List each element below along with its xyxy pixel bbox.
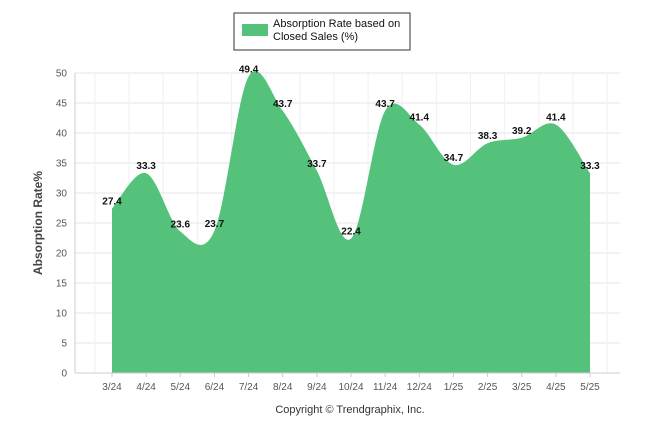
x-tick-label: 12/24	[407, 382, 432, 393]
x-tick-label: 10/24	[338, 382, 363, 393]
x-tick-label: 5/25	[580, 382, 600, 393]
data-label: 22.4	[341, 227, 361, 238]
y-tick-label: 20	[56, 249, 68, 260]
data-label: 27.4	[102, 197, 122, 208]
x-tick-label: 4/24	[136, 382, 156, 393]
area-layer	[112, 70, 590, 373]
y-tick-label: 40	[56, 129, 68, 140]
y-tick-label: 25	[56, 219, 68, 230]
x-tick-label: 6/24	[205, 382, 225, 393]
x-tick-label: 7/24	[239, 382, 259, 393]
data-label: 39.2	[512, 126, 532, 137]
data-label: 43.7	[273, 99, 293, 110]
y-tick-label: 0	[61, 369, 67, 380]
data-label-layer: 27.4 33.3 23.6 23.7 49.4 43.7 33.7 22.4 43.7 41.4…	[102, 65, 600, 238]
data-label: 38.3	[478, 131, 498, 142]
data-label: 43.7	[375, 99, 395, 110]
legend-swatch	[242, 24, 268, 36]
data-label: 33.3	[136, 161, 156, 172]
legend-line-2: Closed Sales (%)	[273, 31, 358, 43]
legend: Absorption Rate based on Closed Sales (%…	[233, 12, 411, 51]
legend-line-1: Absorption Rate based on	[273, 18, 400, 30]
x-tick-label: 1/25	[444, 382, 464, 393]
y-tick-label: 15	[56, 279, 68, 290]
y-tick-label: 35	[56, 159, 68, 170]
y-tick-label: 30	[56, 189, 68, 200]
data-label: 41.4	[410, 113, 430, 124]
data-label: 23.7	[205, 219, 225, 230]
x-tick-label: 11/24	[373, 382, 398, 393]
data-label: 23.6	[171, 219, 191, 230]
x-tick-label: 2/25	[478, 382, 498, 393]
y-tick-label: 5	[61, 339, 67, 350]
y-tick-label: 50	[56, 69, 68, 80]
data-label: 41.4	[546, 113, 566, 124]
data-label: 49.4	[239, 65, 259, 76]
x-tick-label: 3/24	[102, 382, 122, 393]
y-tick-label: 45	[56, 99, 68, 110]
x-tick-label: 3/25	[512, 382, 532, 393]
footer-copyright: Copyright © Trendgraphix, Inc.	[275, 404, 424, 416]
x-tick-label: 9/24	[307, 382, 327, 393]
y-tick-label: 10	[56, 309, 68, 320]
axis-layer: 0 5 10 15 20 25 30 35 40 45 50 3/24 4/24 5/24 6/24 7/24…	[56, 69, 620, 393]
data-label: 34.7	[444, 153, 464, 164]
area-series-absorption-rate	[112, 70, 590, 373]
data-label: 33.7	[307, 159, 327, 170]
x-tick-label: 4/25	[546, 382, 566, 393]
x-tick-label: 8/24	[273, 382, 293, 393]
y-axis-label: Absorption Rate%	[31, 171, 45, 275]
x-tick-label: 5/24	[171, 382, 191, 393]
data-label: 33.3	[580, 161, 600, 172]
